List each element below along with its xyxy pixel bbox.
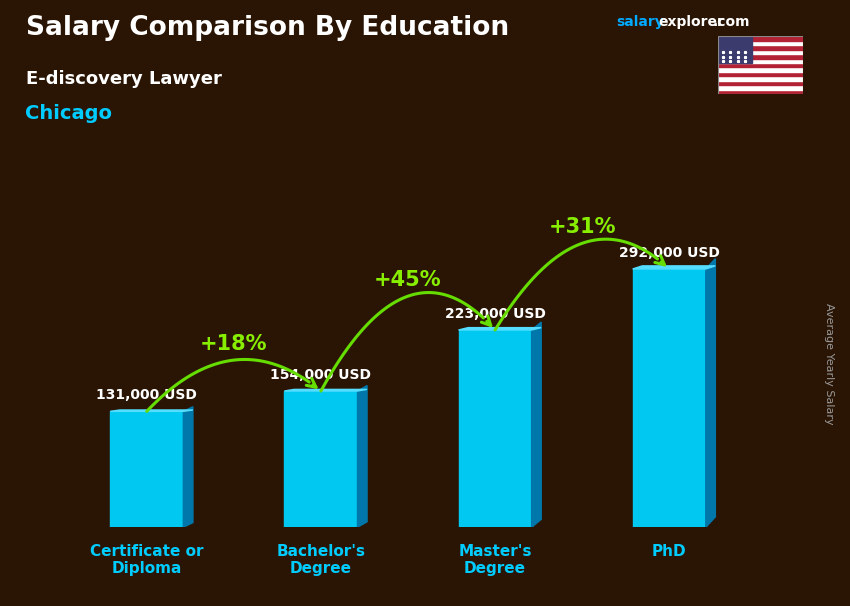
Text: salary: salary bbox=[616, 15, 664, 29]
Text: 223,000 USD: 223,000 USD bbox=[445, 307, 546, 321]
Bar bbox=[718, 36, 752, 63]
Polygon shape bbox=[110, 410, 193, 411]
Bar bbox=[718, 72, 803, 76]
Text: +45%: +45% bbox=[374, 270, 442, 290]
Polygon shape bbox=[458, 328, 541, 330]
Text: +31%: +31% bbox=[548, 217, 616, 237]
Bar bbox=[718, 67, 803, 72]
Text: Chicago: Chicago bbox=[26, 104, 112, 123]
Bar bbox=[718, 54, 803, 59]
Bar bbox=[718, 90, 803, 94]
Text: E-discovery Lawyer: E-discovery Lawyer bbox=[26, 70, 221, 88]
Text: Salary Comparison By Education: Salary Comparison By Education bbox=[26, 15, 508, 41]
Bar bbox=[718, 63, 803, 67]
Text: .com: .com bbox=[712, 15, 750, 29]
Bar bbox=[718, 76, 803, 81]
Text: 131,000 USD: 131,000 USD bbox=[96, 388, 197, 402]
Text: explorer: explorer bbox=[659, 15, 724, 29]
Bar bbox=[718, 81, 803, 85]
Bar bbox=[718, 41, 803, 45]
Bar bbox=[718, 50, 803, 54]
Bar bbox=[718, 45, 803, 50]
Polygon shape bbox=[285, 391, 358, 527]
Bar bbox=[718, 85, 803, 90]
Polygon shape bbox=[184, 407, 193, 527]
Polygon shape bbox=[531, 322, 541, 527]
Text: 154,000 USD: 154,000 USD bbox=[270, 368, 371, 382]
Polygon shape bbox=[358, 385, 367, 527]
Text: Average Yearly Salary: Average Yearly Salary bbox=[824, 303, 834, 424]
Polygon shape bbox=[458, 330, 531, 527]
Polygon shape bbox=[110, 411, 184, 527]
Polygon shape bbox=[632, 269, 706, 527]
Polygon shape bbox=[632, 266, 716, 269]
Bar bbox=[718, 36, 803, 41]
Text: 292,000 USD: 292,000 USD bbox=[619, 246, 720, 260]
Text: +18%: +18% bbox=[200, 333, 268, 353]
Polygon shape bbox=[706, 259, 716, 527]
Polygon shape bbox=[285, 390, 367, 391]
Bar bbox=[718, 59, 803, 63]
